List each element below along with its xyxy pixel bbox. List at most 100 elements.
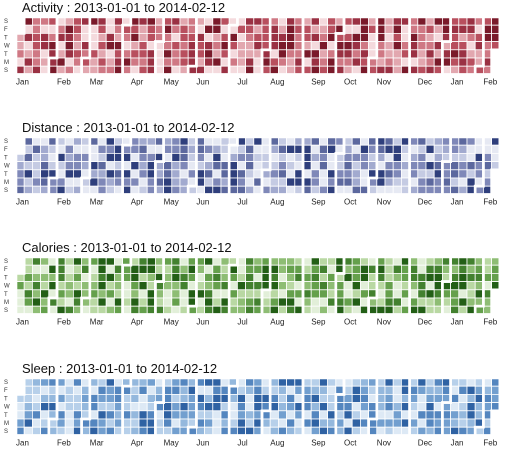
day-cell — [171, 393, 181, 403]
day-cell — [351, 289, 361, 299]
day-cell — [286, 32, 296, 42]
day-cell — [32, 169, 42, 179]
day-cell — [23, 410, 33, 420]
day-cell — [171, 177, 181, 187]
day-cell — [138, 169, 148, 179]
day-cell — [343, 410, 353, 420]
day-cell — [32, 264, 42, 274]
month-label: Oct — [344, 317, 357, 326]
day-cell — [277, 161, 287, 171]
day-cell — [466, 393, 476, 403]
month-border — [367, 135, 411, 196]
day-cell — [318, 264, 328, 274]
day-cell — [105, 385, 115, 395]
day-cell — [179, 49, 189, 59]
day-cell — [105, 32, 115, 42]
day-cell — [130, 289, 140, 299]
day-cell — [277, 289, 287, 299]
day-cell — [310, 297, 320, 307]
month-label: Feb — [483, 317, 497, 326]
day-cell — [32, 32, 42, 42]
day-label: F — [4, 147, 8, 153]
day-cell — [286, 49, 296, 59]
day-cell — [236, 418, 246, 428]
day-cell — [23, 49, 33, 59]
day-cell — [204, 402, 214, 412]
day-cell — [318, 297, 328, 307]
day-cell — [351, 57, 361, 67]
day-cell — [138, 152, 148, 162]
month-label: Jul — [237, 197, 247, 206]
day-cell — [73, 385, 83, 395]
day-cell — [277, 264, 287, 274]
day-cell — [359, 272, 369, 282]
day-cell — [97, 169, 107, 179]
day-cell — [236, 169, 246, 179]
day-cell — [286, 393, 296, 403]
month-label: Apr — [131, 77, 144, 86]
day-cell — [425, 57, 435, 67]
day-cell — [105, 264, 115, 274]
day-cell — [179, 402, 189, 412]
day-cell — [359, 402, 369, 412]
day-cell — [318, 393, 328, 403]
day-cell — [236, 289, 246, 299]
day-cell — [425, 272, 435, 282]
month-label: Jan — [451, 197, 464, 206]
day-cell — [146, 264, 156, 274]
day-label: S — [4, 429, 8, 435]
month-label: May — [164, 317, 179, 326]
month-label: Mar — [90, 197, 104, 206]
day-cell — [253, 24, 263, 34]
day-cell — [64, 402, 74, 412]
month-label: Jan — [16, 438, 29, 447]
day-cell — [105, 297, 115, 307]
day-cell — [171, 385, 181, 395]
day-cell — [318, 289, 328, 299]
day-cell — [171, 264, 181, 274]
day-cell — [458, 297, 468, 307]
day-cell — [359, 24, 369, 34]
day-cell — [310, 385, 320, 395]
day-cell — [105, 289, 115, 299]
day-cell — [384, 177, 394, 187]
day-cell — [384, 32, 394, 42]
day-cell — [417, 418, 427, 428]
day-cell — [277, 393, 287, 403]
day-cell — [425, 418, 435, 428]
day-cell — [130, 41, 140, 51]
day-cell — [245, 402, 255, 412]
day-cell — [212, 169, 222, 179]
day-cell — [425, 144, 435, 154]
day-cell — [343, 418, 353, 428]
day-cell — [286, 161, 296, 171]
day-cell — [343, 57, 353, 67]
day-cell — [450, 177, 460, 187]
month-label: Jan — [451, 438, 464, 447]
day-cell — [40, 264, 50, 274]
day-cell — [32, 272, 42, 282]
day-cell — [466, 169, 476, 179]
day-cell — [40, 152, 50, 162]
day-cell — [64, 169, 74, 179]
day-cell — [23, 418, 33, 428]
day-cell — [466, 272, 476, 282]
day-cell — [245, 393, 255, 403]
month-label: Sep — [311, 438, 326, 447]
day-cell — [458, 169, 468, 179]
day-cell — [32, 49, 42, 59]
day-cell — [310, 57, 320, 67]
day-cell — [64, 57, 74, 67]
day-cell — [466, 385, 476, 395]
day-cell — [269, 177, 279, 187]
day-cell — [97, 152, 107, 162]
day-cell — [32, 385, 42, 395]
day-cell — [179, 144, 189, 154]
day-cell — [32, 144, 42, 154]
day-cell — [466, 410, 476, 420]
day-cell — [179, 24, 189, 34]
day-cell — [286, 264, 296, 274]
day-cell — [425, 169, 435, 179]
day-cell — [130, 297, 140, 307]
month-label: Jun — [196, 197, 209, 206]
